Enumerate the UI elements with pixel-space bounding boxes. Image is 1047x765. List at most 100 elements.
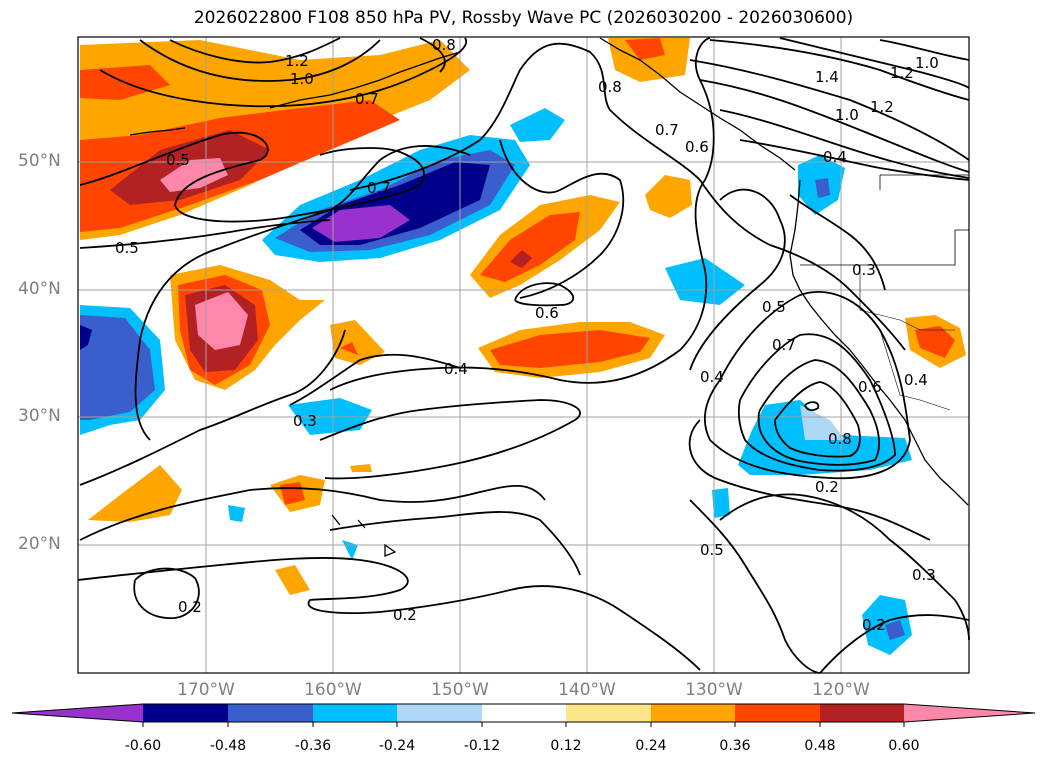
contour-label: 0.6 [685, 138, 709, 156]
contour-loop-380 [319, 399, 581, 480]
contour-outer-loop [134, 145, 471, 441]
contour-label: 0.2 [178, 598, 202, 616]
contour-label: 1.2 [870, 98, 894, 116]
shade-small-positive-a [645, 175, 692, 218]
contour-label: 0.5 [700, 541, 724, 559]
contour-07-central [349, 42, 701, 191]
contour-10-nw [139, 39, 381, 82]
contour-coast-06 [699, 179, 906, 351]
contour-east-tiny [804, 401, 820, 412]
contour-label: 0.3 [912, 566, 936, 584]
contour-east-08 [757, 359, 881, 466]
contour-label: 1.0 [290, 70, 314, 88]
contour-label: 0.7 [655, 121, 679, 139]
colorbar-max-extend [904, 704, 1035, 722]
colorbar-tick-label: -0.36 [294, 738, 332, 754]
contour-ne-10b [779, 37, 970, 89]
contour-label: 0.8 [432, 36, 456, 54]
coast-aleutians [129, 127, 186, 136]
lon-label: 130°W [685, 680, 743, 700]
contour-label: 0.3 [852, 261, 876, 279]
contour-04-west [79, 329, 346, 486]
coast-alaska [269, 51, 461, 109]
shade-west-positive-peak [195, 292, 248, 350]
contour-west-bottom [79, 484, 546, 541]
contour-label: 0.5 [115, 239, 139, 257]
shade-top-positive-mid [625, 38, 665, 60]
contour-coast-03 [789, 194, 886, 291]
contour-east-south [688, 419, 931, 541]
contour-ne-top [879, 39, 970, 61]
chart-title: 2026022800 F108 850 hPa PV, Rossby Wave … [193, 8, 854, 28]
colorbar-tick-label: 0.60 [888, 738, 920, 754]
contour-ne-10a [719, 109, 970, 179]
contour-east-south2 [689, 499, 821, 674]
contour-06-central [514, 282, 575, 307]
lat-label: 20°N [18, 534, 61, 554]
colorbar-bin [228, 704, 313, 722]
contour-05-west [79, 219, 331, 249]
contour-label: 0.4 [444, 360, 468, 378]
lon-label: 170°W [177, 680, 235, 700]
contour-label: 0.4 [904, 371, 928, 389]
contour-label: 1.2 [285, 52, 309, 70]
colorbar-tick-label: 0.24 [635, 738, 667, 754]
contour-02-south [77, 557, 701, 671]
colorbar-bin [143, 704, 228, 722]
shade-small-positive-f [350, 464, 372, 472]
colorbar-bin [735, 704, 820, 722]
colorbar-tick-label: 0.36 [719, 738, 751, 754]
contour-label: 0.2 [815, 478, 839, 496]
shade-small-negative-a [665, 258, 745, 305]
contour-label: 0.4 [700, 368, 724, 386]
contour-05-nw [79, 131, 425, 223]
contour-label: 0.4 [823, 148, 847, 166]
map-frame-border [77, 36, 970, 674]
colorbar-bin [820, 704, 904, 722]
contour-east-03 [719, 493, 970, 641]
lat-label: 30°N [18, 406, 61, 426]
contour-label: 0.5 [166, 151, 190, 169]
pv-contours [77, 37, 970, 674]
lat-label: 40°N [18, 279, 61, 299]
contour-02-mid [329, 511, 581, 576]
shade-far-west-negative-dark [80, 325, 92, 350]
contour-ne-12b [709, 39, 970, 101]
contour-label: 0.3 [293, 412, 317, 430]
contour-east-inner [774, 381, 861, 458]
contour-label: 1.0 [835, 106, 859, 124]
shade-east-negative-light [800, 405, 845, 440]
contour-label: 0.8 [598, 78, 622, 96]
contour-label: 0.7 [772, 336, 796, 354]
shade-small-negative-d [712, 488, 730, 518]
contour-label: 0.2 [393, 606, 417, 624]
contour-08-nw [419, 37, 446, 73]
shade-mid-positive-dark [510, 250, 532, 268]
colorbar-bin [651, 704, 735, 722]
shade-small-positive-b2 [340, 342, 358, 355]
contour-label: 0.7 [367, 179, 391, 197]
contour-ne-09 [739, 139, 970, 181]
coast-gulf-alaska [599, 37, 796, 171]
contour-label: 0.2 [862, 616, 886, 634]
contour-12-nw [169, 37, 341, 64]
colorbar-bin [482, 704, 566, 722]
contour-east-07 [737, 333, 896, 472]
lon-label: 150°W [431, 680, 489, 700]
contour-label: 0.6 [858, 378, 882, 396]
contour-labels: 1.2 1.0 0.7 0.8 0.5 0.7 0.5 0.8 0.7 0.6 … [115, 36, 939, 634]
colorbar-tick-label: -0.24 [378, 738, 416, 754]
contour-04-central [329, 37, 715, 391]
contour-03-central [289, 353, 461, 406]
shade-central-negative-peak [312, 205, 410, 242]
lat-lon-grid [78, 37, 969, 673]
pv-anomaly-shading [80, 38, 966, 655]
contour-label: 0.8 [828, 430, 852, 448]
coast-baja [914, 439, 969, 506]
shade-small-negative-c [228, 505, 245, 522]
contour-label: 1.4 [815, 68, 839, 86]
shade-strip-positive-mid [490, 330, 650, 368]
contour-label: 0.5 [762, 298, 786, 316]
contour-label: 0.7 [355, 90, 379, 108]
